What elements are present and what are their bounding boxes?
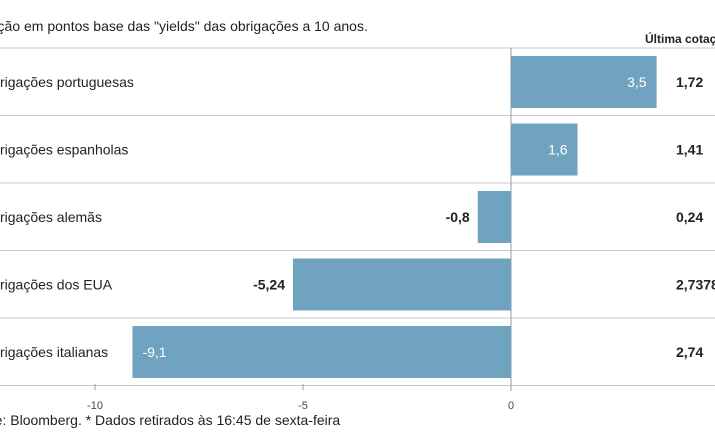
- data-label: -9,1: [142, 344, 166, 360]
- data-label: -5,24: [253, 277, 285, 293]
- last-quote-header: Última cotaç: [645, 32, 715, 46]
- category-label: rigações portuguesas: [0, 74, 134, 90]
- data-label: 3,5: [627, 74, 647, 90]
- bar: [511, 56, 657, 108]
- last-quote-value: 1,72: [676, 74, 703, 90]
- last-quote-value: 2,74: [676, 344, 703, 360]
- chart-subtitle: riação em pontos base das "yields" das o…: [0, 18, 368, 34]
- data-label: 1,6: [548, 142, 568, 158]
- x-tick-label: -5: [298, 400, 308, 412]
- category-label: rigações espanholas: [0, 142, 128, 158]
- x-tick-label: 0: [508, 400, 514, 412]
- last-quote-value: 2,7378: [676, 277, 715, 293]
- x-tick-label: -10: [87, 400, 103, 412]
- category-label: rigações dos EUA: [0, 277, 113, 293]
- source-note: nte: Bloomberg. * Dados retirados às 16:…: [0, 412, 341, 428]
- last-quote-value: 1,41: [676, 142, 703, 158]
- category-label: rigações alemãs: [0, 209, 102, 225]
- category-label: rigações italianas: [0, 344, 108, 360]
- bar: [477, 191, 511, 243]
- bar: [293, 258, 511, 311]
- bar: [132, 326, 511, 378]
- bar: [511, 123, 578, 176]
- data-label: -0,8: [446, 209, 470, 225]
- last-quote-value: 0,24: [676, 209, 703, 225]
